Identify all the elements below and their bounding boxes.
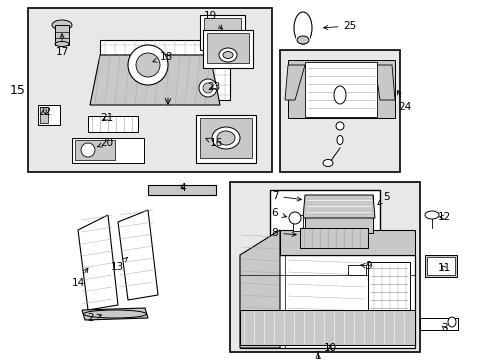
Bar [72,138,143,163]
Polygon shape [287,60,394,118]
Ellipse shape [293,12,311,44]
Polygon shape [82,308,148,320]
Polygon shape [78,215,118,310]
Ellipse shape [323,159,332,166]
Ellipse shape [296,36,308,44]
Polygon shape [90,55,220,105]
Polygon shape [303,195,374,218]
Text: 8: 8 [271,228,296,238]
Circle shape [128,45,168,85]
Bar [75,140,115,160]
Text: 25: 25 [323,21,356,31]
Bar [240,310,414,345]
Bar [229,182,419,352]
Text: 6: 6 [271,208,286,218]
Text: 15: 15 [10,84,26,96]
Bar [305,195,372,233]
Ellipse shape [52,20,72,30]
Text: 9: 9 [359,261,371,271]
Text: 5: 5 [377,192,389,204]
Text: 24: 24 [397,90,411,112]
Bar [40,107,48,123]
Text: 17: 17 [55,34,68,57]
Bar [292,215,303,231]
Text: 2: 2 [87,313,101,323]
Polygon shape [285,65,305,100]
Ellipse shape [223,51,232,58]
Bar [367,262,409,337]
Text: 14: 14 [71,268,88,288]
Text: 11: 11 [436,263,450,273]
Text: 7: 7 [271,191,301,201]
Ellipse shape [219,48,237,62]
Text: 21: 21 [100,113,113,123]
Ellipse shape [447,317,455,327]
Bar [424,255,456,277]
Text: 20: 20 [97,138,113,148]
Bar [196,115,256,163]
Ellipse shape [336,135,342,144]
Text: 16: 16 [205,138,222,148]
Text: 23: 23 [207,82,220,92]
Text: 3: 3 [440,323,447,333]
Bar [419,318,457,330]
Bar [203,18,241,46]
Text: 1: 1 [314,351,321,360]
Text: 13: 13 [110,257,127,272]
Ellipse shape [55,41,69,46]
Bar [295,22,309,42]
Text: 22: 22 [38,107,52,117]
Bar [206,33,248,63]
Bar [203,30,252,68]
Ellipse shape [333,86,346,104]
Bar [299,228,367,248]
Circle shape [136,53,160,77]
Bar [38,105,60,125]
Bar [55,25,69,45]
Text: 18: 18 [153,52,172,62]
Text: 12: 12 [436,212,450,222]
Ellipse shape [424,211,438,219]
Bar [269,190,379,252]
Bar [148,185,216,195]
Bar [305,62,376,117]
Bar [426,257,454,275]
Polygon shape [280,230,414,255]
Bar [28,8,271,172]
Text: 19: 19 [203,11,222,29]
Circle shape [81,143,95,157]
Ellipse shape [217,131,235,145]
Ellipse shape [83,310,146,318]
Circle shape [203,83,213,93]
Bar [200,15,244,50]
Polygon shape [118,210,158,300]
Ellipse shape [335,122,343,130]
Circle shape [288,212,301,224]
Polygon shape [240,255,414,348]
Polygon shape [240,230,280,348]
Text: 10: 10 [323,343,336,353]
Bar [88,116,138,132]
Ellipse shape [212,127,240,149]
Bar [347,265,365,275]
Polygon shape [100,40,229,100]
Circle shape [199,79,217,97]
Text: 4: 4 [179,183,186,193]
Polygon shape [374,65,394,100]
Bar [280,50,399,172]
Bar [200,118,251,158]
